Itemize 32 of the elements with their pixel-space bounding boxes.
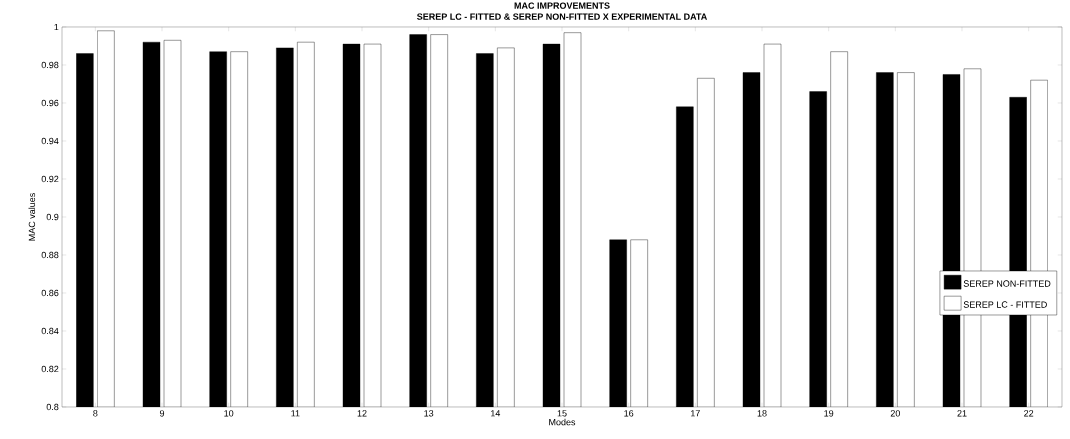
x-tick-label: 17 [691, 410, 700, 417]
y-tick-label: 1 [54, 23, 59, 31]
x-tick-label: 13 [424, 410, 434, 417]
x-tick-label: 12 [357, 410, 367, 417]
x-tick-label: 10 [224, 410, 234, 417]
legend-label: SEREP NON-FITTED [963, 280, 1051, 287]
x-tick-label: 18 [757, 410, 767, 417]
x-tick-label: 20 [890, 410, 900, 417]
chart-title: MAC IMPROVEMENTS [514, 2, 610, 9]
x-tick-label: 19 [824, 410, 834, 417]
x-tick-label: 14 [491, 410, 501, 417]
y-tick-label: 0.86 [41, 289, 59, 297]
x-tick-label: 21 [957, 410, 967, 417]
y-axis-title: MAC values [28, 193, 36, 241]
x-axis-title: Modes [549, 418, 576, 426]
y-tick-label: 0.94 [41, 137, 59, 145]
y-tick-label: 0.98 [41, 61, 59, 69]
x-tick-label: 8 [93, 410, 98, 417]
x-tick-label: 9 [159, 410, 165, 417]
x-tick-label: 15 [557, 410, 567, 417]
y-tick-label: 0.8 [46, 403, 59, 411]
y-tick-label: 0.96 [41, 99, 59, 107]
x-tick-label: 22 [1024, 410, 1034, 417]
x-tick-label: 16 [624, 410, 634, 417]
x-tick-label: 11 [291, 410, 300, 417]
y-tick-label: 0.88 [41, 251, 59, 259]
legend-label: SEREP LC - FITTED [963, 301, 1047, 308]
y-tick-label: 0.92 [41, 175, 59, 183]
y-tick-label: 0.9 [46, 213, 59, 221]
y-tick-label: 0.82 [41, 365, 59, 373]
y-tick-label: 0.84 [41, 327, 59, 335]
chart-subtitle: SEREP LC - FITTED & SEREP NON-FITTED X EXPERIMENTAL DATA [417, 13, 708, 20]
